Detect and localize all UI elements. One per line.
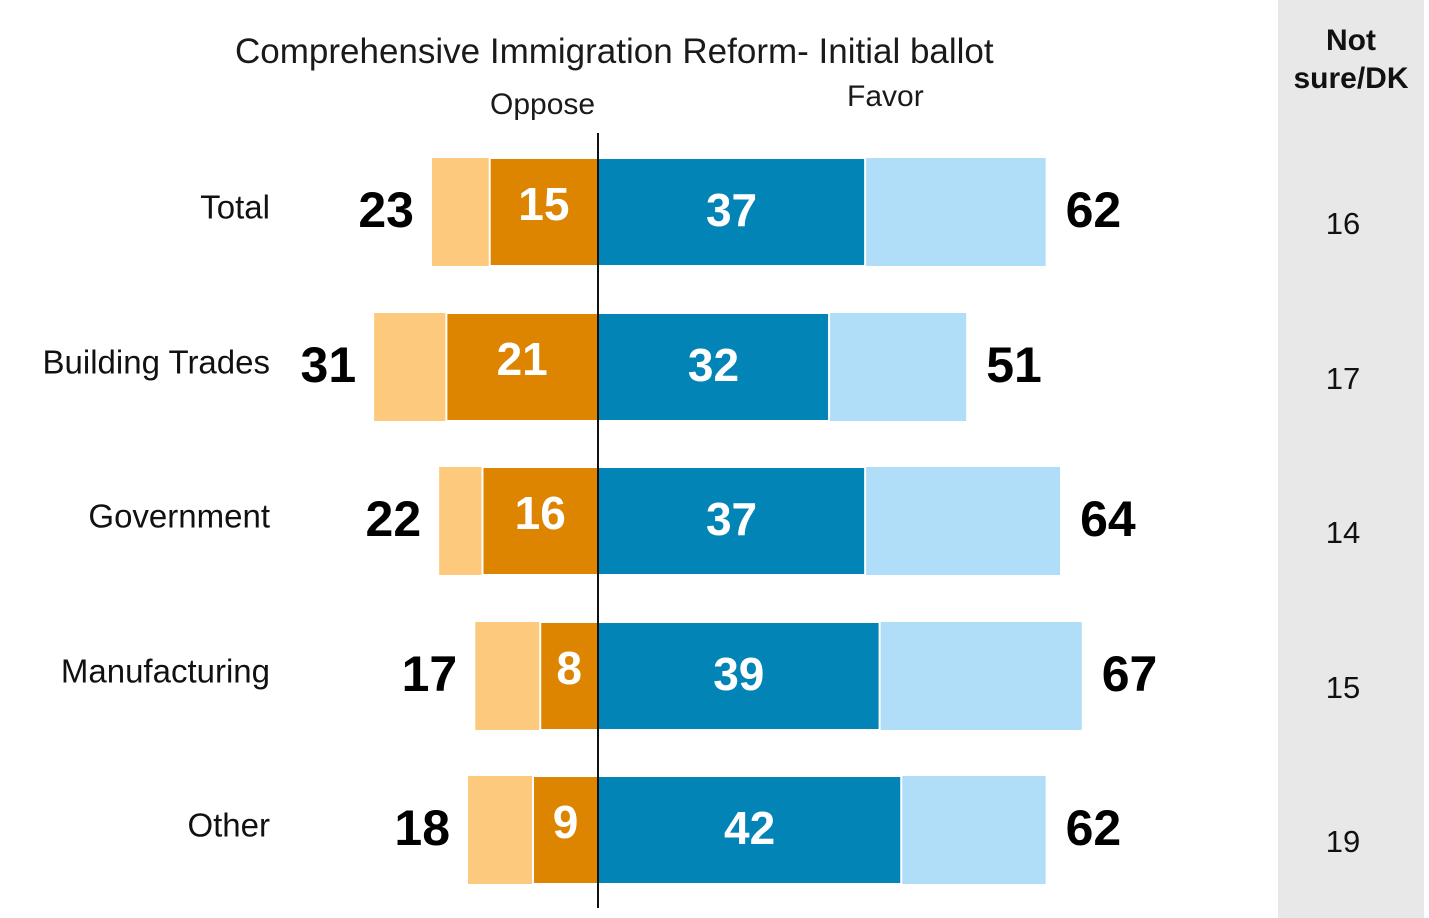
favor-header: Favor — [847, 80, 924, 113]
bar-favor-strong-building-trades — [597, 312, 831, 422]
value-not-sure-government: 14 — [1326, 515, 1360, 550]
value-oppose-total-manufacturing: 17 — [402, 646, 458, 702]
value-oppose-total-building-trades: 31 — [301, 337, 357, 393]
category-label-government: Government — [88, 498, 270, 535]
bar-favor-strong-government — [597, 466, 867, 576]
not-sure-panel — [1278, 0, 1424, 918]
value-favor-strong-building-trades: 32 — [688, 339, 739, 391]
category-label-total: Total — [200, 189, 270, 226]
bar-oppose-strong-manufacturing — [539, 621, 599, 731]
value-not-sure-total: 16 — [1326, 206, 1360, 241]
value-oppose-strong-other: 9 — [553, 796, 579, 848]
bar-favor-strong-total — [597, 157, 867, 267]
category-label-other: Other — [187, 807, 270, 844]
value-oppose-strong-manufacturing: 8 — [556, 642, 582, 694]
value-not-sure-other: 19 — [1326, 824, 1360, 859]
value-favor-strong-manufacturing: 39 — [713, 648, 764, 700]
value-favor-strong-government: 37 — [706, 493, 757, 545]
category-label-building-trades: Building Trades — [43, 344, 270, 381]
not-sure-header: Not sure/DK — [1293, 24, 1409, 95]
chart-title: Comprehensive Immigration Reform- Initia… — [235, 32, 994, 71]
value-not-sure-building-trades: 17 — [1326, 361, 1360, 396]
oppose-header: Oppose — [490, 88, 596, 121]
value-favor-total-manufacturing: 67 — [1102, 646, 1158, 702]
value-oppose-strong-total: 15 — [518, 178, 569, 230]
bar-oppose-strong-government — [481, 466, 600, 576]
value-favor-total-government: 64 — [1080, 491, 1136, 547]
bar-favor-strong-manufacturing — [597, 621, 881, 731]
value-favor-total-total: 62 — [1066, 182, 1122, 238]
value-favor-strong-total: 37 — [706, 184, 757, 236]
value-oppose-total-total: 23 — [358, 182, 414, 238]
bar-favor-strong-other — [597, 775, 903, 885]
value-favor-strong-other: 42 — [724, 802, 775, 854]
value-favor-total-other: 62 — [1066, 800, 1122, 856]
value-oppose-total-government: 22 — [366, 491, 422, 547]
bar-oppose-strong-building-trades — [445, 312, 599, 422]
value-oppose-strong-government: 16 — [515, 487, 566, 539]
value-not-sure-manufacturing: 15 — [1326, 670, 1360, 705]
value-oppose-total-other: 18 — [394, 800, 450, 856]
category-label-manufacturing: Manufacturing — [61, 653, 270, 690]
value-oppose-strong-building-trades: 21 — [497, 333, 548, 385]
bar-oppose-strong-other — [532, 775, 600, 885]
value-favor-total-building-trades: 51 — [986, 337, 1042, 393]
